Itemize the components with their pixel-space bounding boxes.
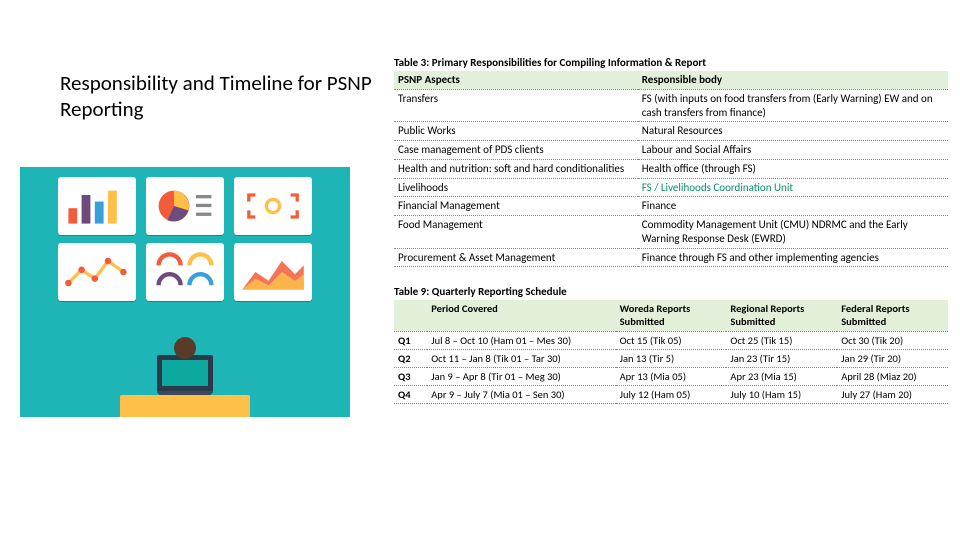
t9-cell: Jan 29 (Tir 20) — [837, 349, 948, 367]
t9-cell: Oct 11 – Jan 8 (Tik 01 – Tar 30) — [427, 349, 615, 367]
t3-cell-aspect: Procurement & Asset Management — [394, 248, 638, 267]
t9-cell: Q3 — [394, 367, 427, 385]
table9-caption: Table 9: Quarterly Reporting Schedule — [394, 285, 948, 298]
t3-cell-body: Labour and Social Affairs — [638, 141, 948, 160]
t9-cell: Apr 23 (Mia 15) — [726, 367, 837, 385]
person-head — [174, 337, 196, 359]
table-row: Case management of PDS clientsLabour and… — [394, 141, 948, 160]
t9-cell: July 27 (Ham 20) — [837, 385, 948, 403]
table-schedule: Period Covered Woreda Reports Submitted … — [394, 300, 948, 404]
t3-cell-aspect: Public Works — [394, 122, 638, 141]
t9-cell: Oct 25 (Tik 15) — [726, 331, 837, 349]
t9-cell: Oct 30 (Tik 20) — [837, 331, 948, 349]
t9-cell: Jul 8 – Oct 10 (Ham 01 – Mes 30) — [427, 331, 615, 349]
t3-cell-aspect: Transfers — [394, 89, 638, 122]
table-row: Food ManagementCommodity Management Unit… — [394, 216, 948, 249]
mini-chart-line — [58, 243, 136, 301]
t9-cell: July 10 (Ham 15) — [726, 385, 837, 403]
t9-cell: Jan 23 (Tir 15) — [726, 349, 837, 367]
t3-cell-body: Natural Resources — [638, 122, 948, 141]
t3-cell-body: Health office (through FS) — [638, 159, 948, 178]
table-row: Q1Jul 8 – Oct 10 (Ham 01 – Mes 30)Oct 15… — [394, 331, 948, 349]
table-responsibilities: PSNP Aspects Responsible body TransfersF… — [394, 71, 948, 267]
mini-chart-scan — [234, 177, 312, 235]
page-title: Responsibility and Timeline for PSNP Rep… — [60, 70, 380, 123]
mini-chart-bars — [58, 177, 136, 235]
desk-shape — [120, 395, 250, 417]
dashboard-infographic — [20, 167, 350, 417]
table-row: Public WorksNatural Resources — [394, 122, 948, 141]
t9-cell: Jan 13 (Tir 5) — [616, 349, 727, 367]
t3-cell-aspect: Financial Management — [394, 197, 638, 216]
t9-cell: Jan 9 – Apr 8 (Tir 01 – Meg 30) — [427, 367, 615, 385]
t3-cell-body: FS (with inputs on food transfers from (… — [638, 89, 948, 122]
table-row: Financial ManagementFinance — [394, 197, 948, 216]
table-row: Q3Jan 9 – Apr 8 (Tir 01 – Meg 30)Apr 13 … — [394, 367, 948, 385]
t3-header-body: Responsible body — [638, 71, 948, 89]
table-row: Q4Apr 9 – July 7 (Mia 01 – Sen 30)July 1… — [394, 385, 948, 403]
t9-cell: Q2 — [394, 349, 427, 367]
t9-h1: Period Covered — [427, 300, 615, 331]
t3-cell-aspect: Livelihoods — [394, 178, 638, 197]
t9-cell: Q4 — [394, 385, 427, 403]
t3-cell-aspect: Food Management — [394, 216, 638, 249]
t9-cell: April 28 (Miaz 20) — [837, 367, 948, 385]
t9-cell: Apr 13 (Mia 05) — [616, 367, 727, 385]
t9-cell: Oct 15 (Tik 05) — [616, 331, 727, 349]
table-row: Q2Oct 11 – Jan 8 (Tik 01 – Tar 30)Jan 13… — [394, 349, 948, 367]
t3-cell-aspect: Health and nutrition: soft and hard cond… — [394, 159, 638, 178]
mini-chart-pie — [146, 177, 224, 235]
t9-cell: Q1 — [394, 331, 427, 349]
t3-cell-body: Finance — [638, 197, 948, 216]
t3-cell-aspect: Case management of PDS clients — [394, 141, 638, 160]
t9-cell: July 12 (Ham 05) — [616, 385, 727, 403]
table-row: Procurement & Asset ManagementFinance th… — [394, 248, 948, 267]
mini-chart-area — [234, 243, 312, 301]
t9-h0 — [394, 300, 427, 331]
table-row: LivelihoodsFS / Livelihoods Coordination… — [394, 178, 948, 197]
t3-cell-body: Commodity Management Unit (CMU) NDRMC an… — [638, 216, 948, 249]
t9-cell: Apr 9 – July 7 (Mia 01 – Sen 30) — [427, 385, 615, 403]
t9-h3: Regional Reports Submitted — [726, 300, 837, 331]
t9-h4: Federal Reports Submitted — [837, 300, 948, 331]
t9-h2: Woreda Reports Submitted — [616, 300, 727, 331]
person-monitor — [157, 355, 213, 391]
t3-cell-body: Finance through FS and other implementin… — [638, 248, 948, 267]
mini-chart-gauges — [146, 243, 224, 301]
table3-caption: Table 3: Primary Responsibilities for Co… — [394, 56, 948, 69]
t3-cell-body: FS / Livelihoods Coordination Unit — [638, 178, 948, 197]
table-row: Health and nutrition: soft and hard cond… — [394, 159, 948, 178]
t3-header-aspects: PSNP Aspects — [394, 71, 638, 89]
table-row: TransfersFS (with inputs on food transfe… — [394, 89, 948, 122]
